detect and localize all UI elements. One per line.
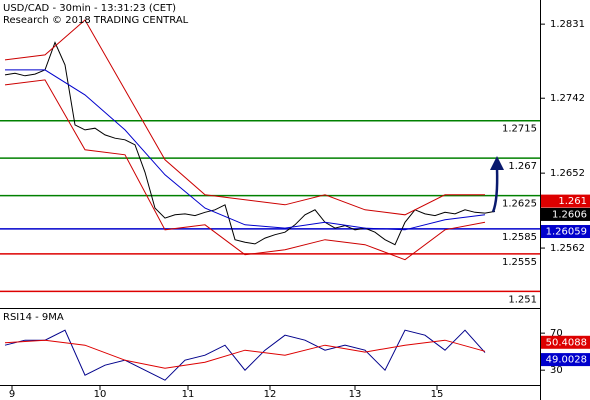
- value-tag: [541, 194, 590, 208]
- x-tick-label: 12: [264, 389, 277, 400]
- value-tag-label: 49.0028: [546, 355, 587, 366]
- chart-subtitle: Research © 2018 TRADING CENTRAL: [3, 15, 189, 26]
- x-tick-label: 15: [431, 389, 444, 400]
- level-label: 1.267: [508, 161, 537, 172]
- y-tick-label: 1.2652: [550, 168, 585, 179]
- series-line: [4, 41, 496, 246]
- value-tag: [541, 353, 590, 367]
- y-tick-label: 70: [550, 328, 563, 339]
- value-tag: [541, 335, 590, 349]
- value-tag-label: 1.261: [558, 196, 587, 207]
- x-tick-label: 9: [9, 389, 15, 400]
- x-tick-label: 11: [182, 389, 195, 400]
- y-tick-label: 30: [550, 365, 563, 376]
- y-tick-label: 1.2742: [550, 93, 585, 104]
- forecast-arrowhead: [490, 156, 504, 170]
- y-tick-label: 1.2831: [550, 19, 585, 30]
- series-line: [4, 79, 486, 261]
- series-line: [4, 19, 485, 216]
- series-line: [4, 329, 486, 381]
- level-label: 1.251: [508, 294, 537, 305]
- rsi-title: RSI14 - 9MA: [3, 312, 64, 323]
- forecast-arrow: [491, 167, 499, 213]
- level-label: 1.2585: [502, 232, 537, 243]
- level-label: 1.2715: [502, 124, 537, 135]
- series-line: [4, 339, 486, 369]
- value-tag-label: 50.4088: [546, 337, 587, 348]
- x-tick-label: 13: [349, 389, 362, 400]
- value-tag: [541, 207, 590, 221]
- x-tick-label: 10: [94, 389, 107, 400]
- chart-title: USD/CAD - 30min - 13:31:23 (CET): [3, 3, 176, 14]
- series-line: [5, 69, 486, 231]
- value-tag-label: 1.2606: [552, 209, 587, 220]
- level-label: 1.2625: [502, 199, 537, 210]
- level-label: 1.2555: [502, 257, 537, 268]
- value-tag: [541, 225, 590, 239]
- y-tick-label: 1.2562: [550, 243, 585, 254]
- value-tag-label: 1.26059: [546, 227, 587, 238]
